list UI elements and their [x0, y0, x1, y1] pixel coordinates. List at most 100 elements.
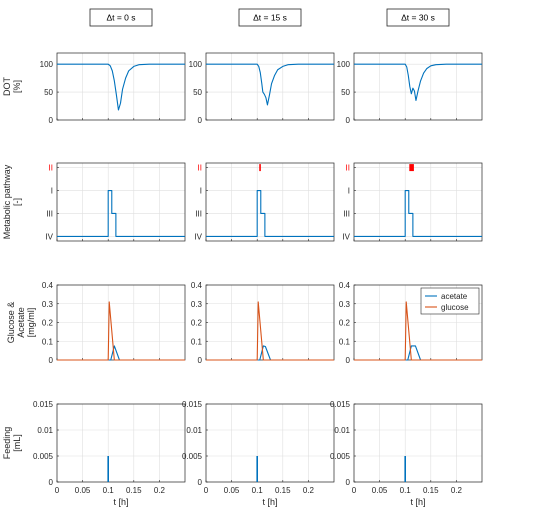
y-tick-label: 50: [341, 88, 350, 97]
y-tick-label: 0.4: [339, 281, 351, 290]
series-line-data: [57, 63, 185, 111]
series-line-glucose: [206, 301, 334, 361]
y-tick-label: 0.2: [339, 319, 351, 328]
panel: 0 50 100: [40, 52, 186, 125]
y-tick-label: I: [200, 187, 202, 196]
x-tick-label: 0: [352, 486, 357, 495]
y-tick-label: 0.01: [37, 426, 53, 435]
plot-area: [206, 163, 334, 241]
y-tick-label: 0: [346, 356, 351, 365]
y-tick-label: 0.4: [42, 281, 54, 290]
plot-area: [57, 53, 185, 120]
y-tick-label: III: [195, 209, 202, 218]
panel: 0 50 100: [189, 52, 335, 125]
y-tick-label: 0.01: [334, 426, 350, 435]
column-title-box: [238, 8, 302, 27]
panel: 0 50 100: [337, 52, 483, 125]
plot-area: [206, 404, 334, 482]
plot-area: [354, 53, 482, 120]
x-tick-label: 0.15: [275, 486, 291, 495]
panel: 0 0.1 0.2 0.3 0.4: [42, 281, 186, 365]
row-label: [%]: [12, 80, 22, 93]
y-tick-label: 0: [198, 478, 203, 487]
column-title: Δt = 15 s: [238, 8, 302, 27]
x-tick-label: 0.15: [423, 486, 439, 495]
y-tick-label: 0.015: [182, 400, 203, 409]
plot-area: [206, 53, 334, 120]
y-tick-label: 0: [49, 478, 54, 487]
pathway-ii-marker: [409, 164, 414, 172]
legend-box: [420, 287, 480, 315]
y-tick-label: 0: [198, 116, 203, 125]
y-tick-label: 0.3: [42, 300, 54, 309]
y-tick-label: 100: [337, 60, 351, 69]
y-tick-label: II: [346, 164, 350, 173]
y-tick-label: 0.2: [191, 319, 203, 328]
row-label: Metabolic pathway: [2, 164, 12, 239]
series-line-data: [354, 189, 482, 237]
panel: 0 0.1 0.2 0.3 0.4: [191, 281, 335, 365]
series-line-data: [206, 189, 334, 237]
y-tick-label: 0: [346, 116, 351, 125]
y-tick-label: II: [49, 164, 53, 173]
x-tick-label: 0.1: [252, 486, 264, 495]
y-tick-label: 0.005: [182, 452, 203, 461]
y-tick-label: 50: [193, 88, 202, 97]
row-label: Glucose &: [6, 302, 16, 344]
y-tick-label: 0.01: [186, 426, 202, 435]
axes-box: [56, 162, 186, 242]
x-axis-label: t [h]: [410, 497, 425, 507]
series-line-data: [354, 63, 482, 102]
axes-box: [205, 162, 335, 242]
y-tick-label: 0.005: [33, 452, 54, 461]
y-tick-label: 0.1: [339, 337, 351, 346]
x-tick-label: 0.2: [451, 486, 463, 495]
plot-area: [57, 404, 185, 482]
y-tick-label: IV: [194, 232, 202, 241]
x-tick-label: 0.05: [75, 486, 91, 495]
axes-box: [56, 52, 186, 121]
x-tick-label: 0.05: [372, 486, 388, 495]
column-title: Δt = 30 s: [386, 8, 450, 27]
y-tick-label: III: [46, 209, 53, 218]
axes-box: [353, 403, 483, 483]
axes-box: [205, 52, 335, 121]
legend-entry: acetate: [441, 292, 468, 301]
y-tick-label: 0.4: [191, 281, 203, 290]
plot-area: [57, 163, 185, 241]
y-tick-label: 0: [49, 356, 54, 365]
y-tick-label: 0: [346, 478, 351, 487]
y-tick-label: 0: [198, 356, 203, 365]
series-line-data: [206, 63, 334, 106]
x-tick-label: 0: [204, 486, 209, 495]
y-tick-label: 50: [44, 88, 53, 97]
axes-box: [205, 403, 335, 483]
y-tick-label: 100: [40, 60, 54, 69]
y-tick-label: 100: [189, 60, 203, 69]
y-tick-label: IV: [342, 232, 350, 241]
column-title-text: Δt = 30 s: [401, 13, 435, 23]
y-tick-label: 0.3: [191, 300, 203, 309]
y-tick-label: I: [51, 187, 53, 196]
column-title-box: [89, 8, 153, 27]
y-tick-label: 0.015: [330, 400, 351, 409]
y-tick-label: 0.1: [191, 337, 203, 346]
row-label: [mg/ml]: [26, 308, 36, 338]
x-axis-label: t [h]: [113, 497, 128, 507]
y-tick-label: IV: [45, 232, 53, 241]
series-line-data: [57, 189, 185, 237]
x-tick-label: 0.15: [126, 486, 142, 495]
x-tick-label: 0.2: [303, 486, 315, 495]
y-tick-label: III: [343, 209, 350, 218]
plot-area: [354, 163, 482, 241]
y-tick-label: 0.2: [42, 319, 54, 328]
panel: 0 0.1 0.2 0.3 0.4 acetate glucose: [339, 281, 483, 365]
column-title-box: [386, 8, 450, 27]
column-title-text: Δt = 15 s: [253, 13, 287, 23]
y-tick-label: 0: [49, 116, 54, 125]
series-line-glucose: [354, 301, 482, 361]
row-label: DOT: [2, 77, 12, 97]
